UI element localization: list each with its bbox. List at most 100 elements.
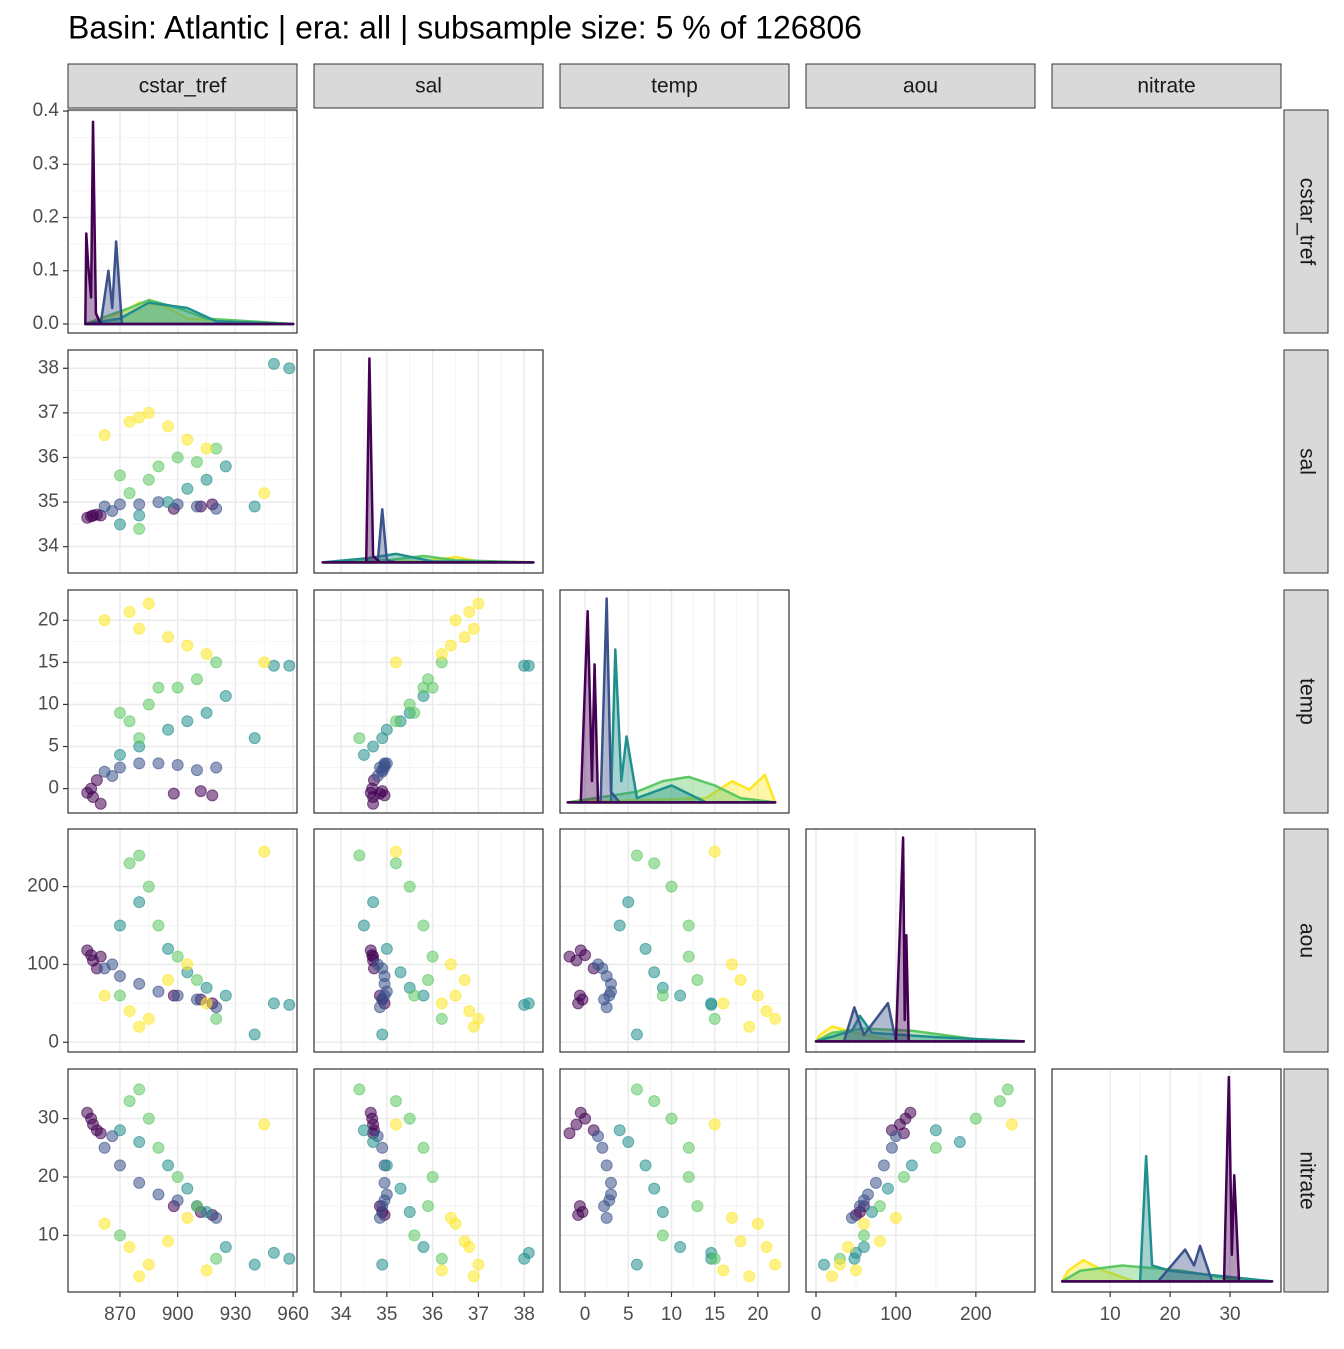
scatter-point [181, 1182, 194, 1195]
scatter-point [248, 732, 261, 745]
scatter-point [665, 880, 678, 893]
scatter-point [376, 1141, 389, 1154]
scatter-point [435, 1012, 448, 1025]
scatter-point [853, 1200, 866, 1213]
scatter-point [849, 1264, 862, 1277]
scatter-point [171, 989, 184, 1002]
scatter-point [378, 789, 391, 802]
scatter-point [106, 958, 119, 971]
scatter-point [113, 498, 126, 511]
x-tick-label: 20 [747, 1304, 768, 1325]
x-tick-label: 20 [1160, 1304, 1181, 1325]
x-tick-label: 0 [811, 1304, 822, 1325]
panel-background [68, 829, 297, 1052]
scatter-point [210, 1012, 223, 1025]
scatter-point [190, 974, 203, 987]
scatter-point [367, 896, 380, 909]
scatter-point [171, 950, 184, 963]
scatter-point [613, 1124, 626, 1137]
scatter-point [200, 1264, 213, 1277]
panel [67, 1068, 298, 1293]
density-area [566, 609, 777, 804]
scatter-point [353, 849, 366, 862]
scatter-point [123, 715, 136, 728]
panel-border [1051, 1068, 1282, 1293]
y-tick-label: 38 [38, 357, 59, 378]
x-tick-label: 870 [104, 1304, 136, 1325]
scatter-point [825, 1270, 838, 1283]
strip-label: sal [415, 75, 442, 98]
y-tick-label: 0.2 [33, 207, 59, 228]
scatter-point [403, 1206, 416, 1219]
scatter-point [518, 998, 531, 1011]
scatter-point [725, 1211, 738, 1224]
scatter-point [133, 498, 146, 511]
scatter-point [708, 845, 721, 858]
scatter-point [142, 1258, 155, 1271]
scatter-point [376, 1258, 389, 1271]
scatter-point [403, 1112, 416, 1125]
panel-border [67, 589, 298, 814]
scatter-point [106, 769, 119, 782]
strip-background [1051, 63, 1282, 109]
scatter-point [604, 1176, 617, 1189]
scatter-point [472, 1258, 485, 1271]
scatter-point [210, 656, 223, 669]
panel [313, 349, 544, 574]
scatter-point [422, 974, 435, 987]
scatter-point [769, 1258, 782, 1271]
density-area [321, 357, 535, 564]
scatter-point [200, 442, 213, 455]
scatter-point [600, 1211, 613, 1224]
scatter-point [283, 1252, 296, 1265]
scatter-point [152, 1188, 165, 1201]
scatter-point [458, 631, 471, 644]
scatter-point [98, 1141, 111, 1154]
panel-border [313, 1068, 544, 1293]
scatter-point [389, 715, 402, 728]
scatter-point [200, 706, 213, 719]
scatter-point [248, 1258, 261, 1271]
scatter-point [458, 1235, 471, 1248]
scatter-point [682, 919, 695, 932]
scatter-point [206, 789, 219, 802]
scatter-point [630, 849, 643, 862]
strip-label: temp [651, 75, 698, 98]
scatter-point [248, 1028, 261, 1041]
scatter-point [113, 919, 126, 932]
x-tick-label: 15 [704, 1304, 725, 1325]
x-tick-label: 35 [376, 1304, 397, 1325]
scatter-point [258, 1118, 271, 1131]
strip-background [1283, 349, 1329, 574]
scatter-point [258, 487, 271, 500]
scatter-point [152, 757, 165, 770]
strip-label: cstar_tref [139, 75, 227, 98]
scatter-point [94, 1127, 107, 1140]
panel [559, 828, 790, 1053]
scatter-point [435, 1252, 448, 1265]
panel-border [313, 589, 544, 814]
panel-border [559, 1068, 790, 1293]
scatter-point [133, 849, 146, 862]
scatter-point [751, 989, 764, 1002]
y-tick-label: 10 [38, 1224, 59, 1245]
scatter-point [142, 880, 155, 893]
scatter-point [845, 1211, 858, 1224]
x-tick-label: 36 [422, 1304, 443, 1325]
scatter-point [106, 505, 119, 518]
scatter-point [389, 1095, 402, 1108]
scatter-point [889, 1130, 902, 1143]
x-tick-label: 10 [1100, 1304, 1121, 1325]
scatter-point [210, 1211, 223, 1224]
scatter-point [394, 966, 407, 979]
scatter-point [743, 1020, 756, 1033]
scatter-point [857, 1241, 870, 1254]
y-tick-label: 0.4 [33, 100, 60, 121]
scatter-point [769, 1012, 782, 1025]
scatter-point [200, 997, 213, 1010]
y-tick-label: 36 [38, 447, 59, 468]
scatter-point [389, 656, 402, 669]
scatter-point [123, 487, 136, 500]
scatter-point [449, 989, 462, 1002]
